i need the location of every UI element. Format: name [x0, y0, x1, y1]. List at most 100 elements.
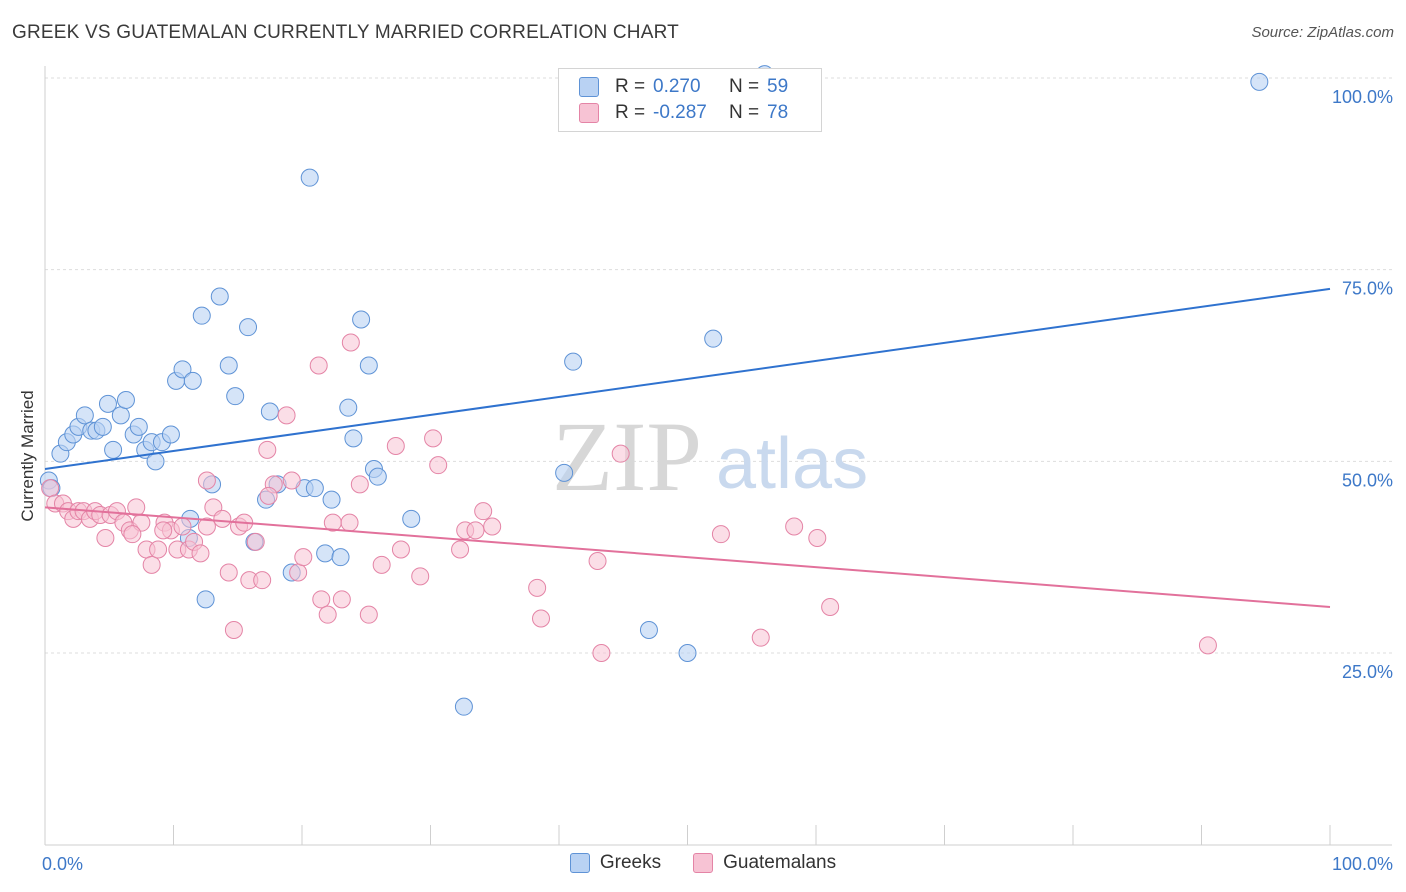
guatemalans-point — [588, 552, 607, 570]
guatemalans-point — [149, 540, 168, 559]
guatemalans-point — [197, 471, 216, 490]
guatemalans-point — [41, 479, 60, 498]
guatemalans-point — [191, 544, 210, 563]
guatemalans-point — [341, 333, 360, 352]
guatemalans-point — [142, 555, 161, 574]
x-tick-label: 0.0% — [42, 854, 83, 874]
greeks-point — [93, 417, 112, 436]
guatemalans-point — [350, 475, 369, 494]
greeks-point — [316, 544, 335, 563]
greeks-point — [146, 452, 165, 471]
guatemalans-point — [340, 513, 359, 532]
bottom-legend: Greeks Guatemalans — [0, 852, 1406, 874]
greeks-point — [1250, 72, 1269, 91]
guatemalans-point — [312, 590, 331, 609]
greeks-point — [678, 644, 697, 662]
guatemalans-point — [528, 578, 547, 597]
greeks-point — [239, 318, 258, 337]
greeks-point — [331, 548, 350, 567]
guatemalans-point — [277, 406, 296, 425]
n-value: 59 — [767, 76, 789, 97]
guatemalans-point — [154, 521, 173, 540]
guatemalans-point — [751, 628, 770, 647]
legend-item-greeks: Greeks — [569, 852, 662, 874]
guatemalans-point — [592, 644, 611, 662]
guatemalans-point — [246, 532, 265, 551]
watermark: ZIP atlas — [552, 401, 868, 512]
greeks-point — [704, 329, 723, 348]
n-label: N = — [729, 76, 760, 97]
greeks-point — [454, 697, 473, 716]
greeks-point — [564, 352, 583, 371]
greeks-point — [226, 387, 245, 406]
guatemalans-point — [611, 444, 630, 463]
y-tick-label: 100.0% — [1332, 87, 1393, 107]
greeks-point — [639, 621, 658, 639]
guatemalans-point — [474, 502, 493, 521]
guatemalans-point — [259, 486, 278, 505]
guatemalans-point — [821, 598, 840, 616]
guatemalans-point — [96, 529, 115, 547]
guatemalans-point — [294, 548, 313, 567]
greeks-point — [305, 479, 324, 498]
greeks-point — [173, 360, 192, 379]
guatemalans-point — [332, 590, 351, 609]
guatemalans-point — [429, 456, 448, 475]
y-tick-label: 50.0% — [1342, 470, 1393, 490]
greeks-points — [39, 65, 1269, 716]
guatemalans-point — [258, 440, 277, 459]
guatemalans-point — [309, 356, 328, 375]
guatemalans-label: Guatemalans — [723, 852, 837, 873]
axes — [44, 66, 1392, 846]
guatemalans-point — [197, 517, 216, 536]
greeks-swatch — [579, 77, 599, 97]
greeks-trend-line — [44, 287, 1331, 470]
legend-row-guatemalans: R = -0.287 N = 78 — [579, 100, 788, 126]
r-label: R = — [615, 76, 646, 97]
n-value: 78 — [767, 102, 789, 123]
guatemalans-point — [386, 437, 405, 455]
guatemalans-point — [1198, 636, 1217, 655]
greeks-point — [116, 391, 135, 409]
guatemalans-point — [123, 525, 142, 544]
guatemalans-swatch — [579, 103, 599, 123]
greeks-point — [210, 287, 229, 306]
greeks-point — [129, 417, 148, 436]
guatemalans-point — [483, 517, 502, 536]
greeks-point — [98, 394, 117, 413]
grid-lines — [45, 77, 1392, 654]
chart-source: Source: ZipAtlas.com — [1251, 24, 1394, 41]
guatemalans-swatch — [693, 853, 714, 873]
greeks-point — [339, 398, 358, 417]
watermark-atlas: atlas — [716, 424, 868, 504]
greeks-swatch — [569, 853, 590, 873]
x-tick-label: 100.0% — [1332, 854, 1393, 874]
legend-box: R = 0.270 N = 59 R = -0.287 N = 78 — [558, 68, 822, 132]
guatemalans-point — [359, 605, 378, 624]
y-tick-label: 25.0% — [1342, 662, 1393, 682]
greeks-point — [352, 310, 371, 329]
guatemalans-point — [213, 509, 232, 528]
greeks-point — [183, 371, 202, 390]
greeks-point — [111, 406, 130, 425]
greeks-point — [300, 168, 319, 187]
greeks-point — [555, 463, 574, 482]
guatemalans-point — [532, 609, 551, 628]
guatemalans-point — [711, 525, 730, 544]
guatemalans-point — [808, 529, 827, 547]
greeks-point — [192, 306, 211, 325]
greeks-point — [75, 406, 94, 425]
guatemalans-point — [289, 563, 308, 582]
guatemalans-trend-line — [44, 506, 1331, 608]
guatemalans-point — [424, 429, 443, 448]
guatemalans-point — [451, 540, 470, 559]
chart-title: GREEK VS GUATEMALAN CURRENTLY MARRIED CO… — [12, 22, 679, 43]
greeks-point — [104, 440, 123, 459]
n-label: N = — [729, 102, 760, 123]
greeks-point — [402, 509, 421, 528]
greeks-label: Greeks — [599, 852, 662, 873]
guatemalans-point — [391, 540, 410, 559]
greeks-point — [368, 467, 387, 486]
greeks-point — [260, 402, 279, 421]
greeks-point — [359, 356, 378, 375]
